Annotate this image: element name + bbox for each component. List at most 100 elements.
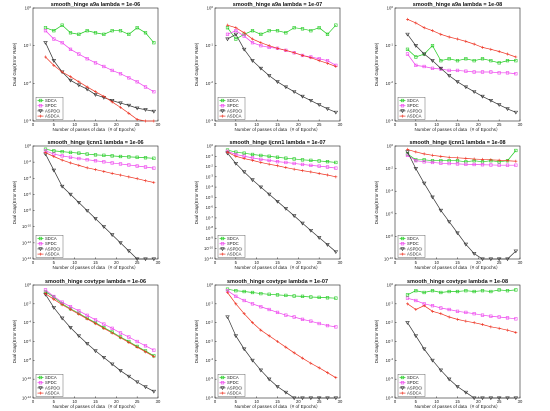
data-point-sdca: [250, 152, 255, 157]
data-point-aspdci: [134, 380, 140, 385]
legend-label: ASDCA: [227, 391, 242, 396]
data-point-asdca: [514, 331, 518, 335]
data-point-aspdci: [430, 358, 435, 363]
y-tick-label: 100: [207, 5, 214, 11]
data-point-aspdci: [496, 257, 502, 262]
data-point-asdca: [251, 321, 254, 325]
data-point-spdc: [152, 90, 156, 94]
x-tick-label: 20: [114, 260, 119, 265]
data-point-asdca: [292, 51, 296, 55]
legend-label: ASDCA: [407, 114, 422, 119]
data-point-spdc: [85, 313, 89, 317]
x-tick-label: 20: [114, 399, 119, 404]
data-point-sdca: [284, 293, 288, 298]
legend-box: [35, 96, 64, 120]
data-point-spdc: [497, 315, 501, 319]
data-point-spdc: [135, 339, 139, 344]
x-tick-label: 10: [254, 399, 259, 404]
y-tick-label: 10-2: [386, 320, 394, 326]
data-point-asdca: [77, 312, 81, 316]
x-tick-label: 0: [214, 260, 217, 265]
data-point-sdca: [422, 158, 426, 162]
data-point-sdca: [102, 32, 106, 36]
data-point-asdca: [127, 175, 131, 179]
data-point-asdca: [267, 44, 271, 48]
data-point-spdc: [127, 163, 131, 167]
data-point-asdca: [110, 171, 114, 175]
data-point-spdc: [127, 76, 131, 80]
data-point-asdca: [77, 80, 81, 84]
data-point-sdca: [447, 289, 451, 294]
legend-marker: [220, 386, 225, 391]
data-point-asdca: [60, 70, 64, 74]
data-point-asdca: [326, 371, 329, 375]
legend-marker: [400, 386, 405, 391]
data-point-spdc: [497, 163, 501, 167]
x-tick-label: 25: [317, 260, 322, 265]
data-point-aspdci: [241, 170, 247, 175]
y-axis-label: Dual Gap(Error Rate): [374, 180, 379, 224]
x-tick-label: 15: [93, 260, 98, 265]
data-point-aspdci: [151, 257, 157, 262]
series-line-asdca: [407, 19, 516, 58]
x-tick-label: 30: [156, 122, 161, 127]
data-point-sdca: [464, 289, 468, 293]
data-point-asdca: [242, 312, 246, 316]
data-point-spdc: [325, 323, 330, 328]
x-axis-label: Number of passes of data（# of Epochs）: [52, 404, 138, 409]
data-point-sdca: [250, 29, 255, 33]
data-point-aspdci: [109, 362, 115, 367]
legend-box: [217, 374, 246, 397]
y-tick-label: 10-1: [386, 301, 394, 307]
data-point-spdc: [489, 314, 493, 318]
x-tick-label: 15: [455, 399, 460, 404]
legend-box: [397, 96, 426, 120]
legend-label: SPDC: [45, 380, 57, 385]
y-tick-label: 10-3: [206, 338, 214, 344]
x-tick-label: 10: [72, 260, 77, 265]
legend-marker: [38, 104, 43, 108]
data-point-spdc: [505, 163, 510, 167]
data-point-aspdci: [333, 110, 339, 115]
data-point-spdc: [118, 331, 123, 335]
legend-label: ASDCA: [45, 114, 60, 119]
legend-label: ASDCA: [45, 391, 60, 396]
data-point-asdca: [267, 162, 271, 166]
y-tick-label: 10-8: [24, 207, 32, 213]
y-tick-label: 100: [25, 282, 32, 288]
data-point-sdca: [325, 160, 330, 164]
legend-box: [217, 234, 246, 258]
data-point-spdc: [284, 313, 288, 317]
data-point-spdc: [250, 302, 255, 306]
x-tick-label: 20: [296, 122, 301, 127]
x-tick-label: 10: [434, 399, 439, 404]
panel-1: smooth_hinge a9a lambda = 1e-06 0 5 10 15 20 2…: [12, 2, 161, 132]
legend-label: SDCA: [45, 98, 57, 103]
data-point-spdc: [430, 304, 435, 308]
data-point-aspdci: [233, 161, 239, 166]
data-point-asdca: [406, 17, 409, 21]
data-point-spdc: [489, 70, 493, 74]
legend-label: ASDCA: [407, 252, 422, 257]
series-line-sdca: [407, 45, 516, 64]
x-tick-label: 5: [235, 399, 238, 404]
data-point-spdc: [93, 318, 98, 322]
legend-marker: [220, 109, 225, 114]
data-point-aspdci: [283, 390, 289, 395]
legend-marker: [401, 114, 404, 118]
chart-title: smooth_hinge ijcnn1 lambda = 1e-08: [409, 140, 505, 146]
x-tick-label: 5: [235, 122, 238, 127]
y-tick-label: 10-3: [206, 174, 214, 180]
data-point-aspdci: [126, 374, 132, 379]
data-point-spdc: [93, 159, 98, 163]
data-point-asdca: [292, 167, 296, 171]
x-tick-label: 30: [338, 260, 343, 265]
data-point-spdc: [60, 154, 64, 158]
data-point-spdc: [118, 162, 123, 166]
y-axis-label: Dual Gap(Error Rate): [194, 319, 199, 363]
x-tick-label: 10: [434, 122, 439, 127]
y-tick-label: 10-14: [22, 256, 31, 262]
data-point-spdc: [439, 161, 443, 165]
x-tick-label: 15: [93, 399, 98, 404]
legend-marker: [400, 381, 405, 385]
